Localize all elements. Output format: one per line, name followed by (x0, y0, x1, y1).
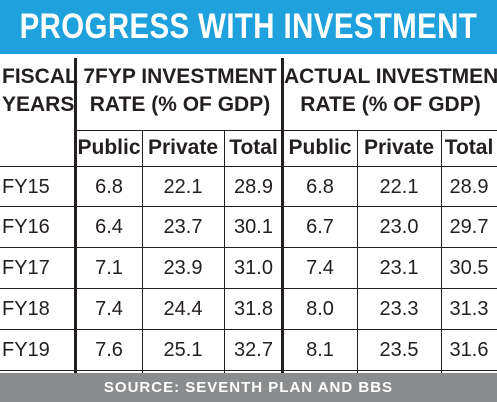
cell-fy15-actual-total: 28.9 (449, 175, 489, 198)
subheader-actual-total: Total (444, 136, 494, 159)
subheader-actual-public: Public (288, 136, 352, 159)
title-bar: PROGRESS WITH INVESTMENT (0, 0, 497, 54)
cell-fy19-plan-public: 7.6 (95, 338, 123, 361)
actual-group-header-line1: ACTUAL INVESTMENT (284, 65, 497, 88)
cell-fy17-plan-public: 7.1 (95, 256, 123, 279)
subheader-actual-private: Private (363, 136, 435, 159)
column-rule-0 (142, 130, 143, 373)
cell-fy19-actual-public: 8.1 (306, 338, 334, 361)
subheader-plan-public: Public (77, 136, 141, 159)
cell-fy18-actual-private: 23.3 (379, 297, 419, 320)
plan-group-header: 7FYP INVESTMENT RATE (% OF GDP) (82, 63, 278, 119)
cell-fy19-actual-total: 31.6 (449, 338, 489, 361)
row-label-fy15: FY15 (2, 175, 50, 198)
column-rule-3 (441, 130, 442, 373)
subheader-plan-total: Total (229, 136, 278, 159)
source-text: SOURCE: SEVENTH PLAN AND BBS (103, 379, 394, 396)
row-rule-1 (0, 206, 497, 207)
cell-fy16-actual-private: 23.0 (379, 215, 419, 238)
cell-fy15-plan-private: 22.1 (163, 175, 203, 198)
cell-fy15-plan-public: 6.8 (95, 175, 123, 198)
actual-group-header: ACTUAL INVESTMENT RATE (% OF GDP) (284, 63, 497, 119)
subheader-plan-private: Private (147, 136, 219, 159)
row-rule-5 (0, 370, 497, 371)
plan-group-header-line2: RATE (% OF GDP) (89, 93, 271, 116)
cell-fy18-plan-private: 24.4 (163, 297, 203, 320)
cell-fy16-actual-total: 29.7 (449, 215, 489, 238)
cell-fy15-actual-private: 22.1 (379, 175, 419, 198)
row-label-fy16: FY16 (2, 215, 50, 238)
cell-fy16-plan-private: 23.7 (163, 215, 203, 238)
row-rule-3 (0, 288, 497, 289)
cell-fy17-actual-private: 23.1 (379, 256, 419, 279)
source-footer: SOURCE: SEVENTH PLAN AND BBS (0, 373, 497, 402)
row-label-fy17: FY17 (2, 256, 50, 279)
fiscal-years-header-line1: FISCAL (2, 65, 78, 88)
column-rule-2 (357, 130, 358, 373)
cell-fy16-plan-public: 6.4 (95, 215, 123, 238)
chart-title: PROGRESS WITH INVESTMENT (19, 7, 478, 46)
cell-fy15-plan-total: 28.9 (234, 175, 273, 198)
years-divider (74, 58, 77, 373)
cell-fy18-plan-public: 7.4 (95, 297, 123, 320)
fiscal-years-header: FISCAL YEARS (2, 63, 78, 119)
cell-fy17-actual-public: 7.4 (306, 256, 334, 279)
cell-fy18-actual-total: 31.3 (449, 297, 489, 320)
cell-fy16-plan-total: 30.1 (234, 215, 273, 238)
cell-fy18-plan-total: 31.8 (234, 297, 273, 320)
row-rule-2 (0, 247, 497, 248)
row-label-fy18: FY18 (2, 297, 50, 320)
actual-group-header-line2: RATE (% OF GDP) (300, 93, 481, 116)
cell-fy17-actual-total: 30.5 (449, 256, 489, 279)
cell-fy19-plan-total: 32.7 (234, 338, 273, 361)
plan-group-header-line1: 7FYP INVESTMENT (83, 65, 277, 88)
row-label-fy19: FY19 (2, 338, 50, 361)
cell-fy16-actual-public: 6.7 (306, 215, 334, 238)
column-rule-1 (224, 130, 225, 373)
row-rule-0 (0, 166, 497, 167)
cell-fy17-plan-total: 31.0 (234, 256, 273, 279)
cell-fy19-plan-private: 25.1 (163, 338, 203, 361)
cell-fy17-plan-private: 23.9 (163, 256, 203, 279)
header-underline (76, 130, 497, 131)
fiscal-years-header-line2: YEARS (2, 93, 75, 116)
cell-fy18-actual-public: 8.0 (306, 297, 334, 320)
group-divider (281, 58, 284, 373)
cell-fy19-actual-private: 23.5 (379, 338, 419, 361)
row-rule-4 (0, 329, 497, 330)
cell-fy15-actual-public: 6.8 (306, 175, 334, 198)
